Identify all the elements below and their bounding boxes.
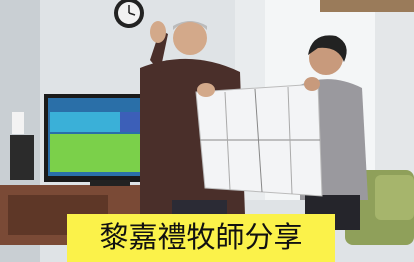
caption: 黎嘉禮牧師分享 (99, 220, 302, 254)
woman-hand (304, 77, 320, 91)
man-hand (150, 21, 166, 43)
speaker (10, 135, 34, 180)
cushion (375, 175, 414, 220)
man-hand (197, 83, 215, 97)
photo: 黎嘉禮牧師分享 (0, 0, 414, 262)
man-head (173, 21, 207, 55)
curtain-rail (320, 0, 414, 12)
tv-stand (90, 180, 130, 186)
tv-cell (120, 112, 142, 132)
tissue-box (12, 112, 24, 134)
